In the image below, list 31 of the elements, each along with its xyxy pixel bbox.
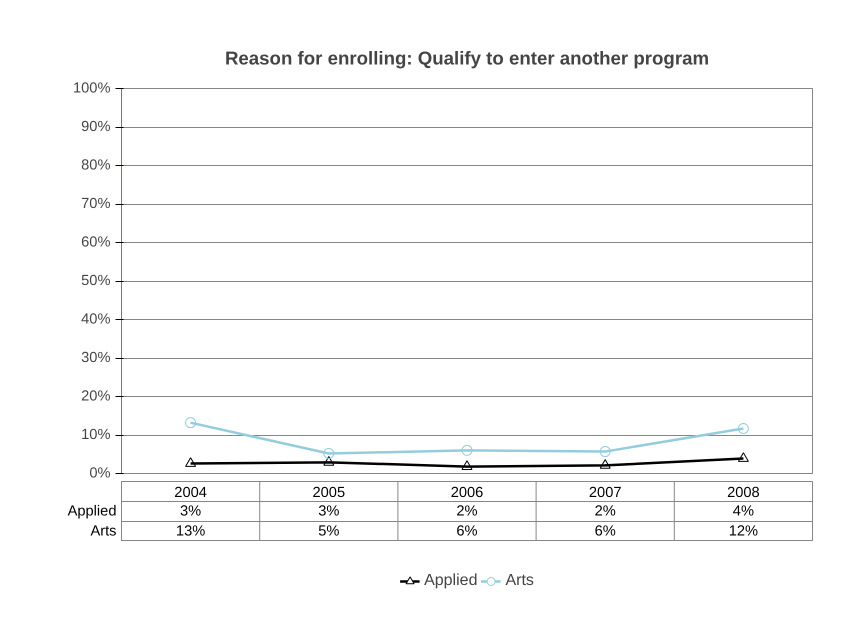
- y-tick-label: 10%: [81, 427, 111, 443]
- data-label: 6%: [456, 524, 478, 540]
- y-tick-label: 40%: [81, 312, 111, 328]
- text: Arts: [90, 524, 117, 540]
- data-label: 5%: [318, 524, 340, 540]
- data-label: 12%: [728, 524, 758, 540]
- data-label: 2%: [456, 504, 478, 520]
- y-tick-label: 70%: [81, 196, 111, 212]
- x-tick-label: 2005: [312, 485, 346, 501]
- x-tick-label: 2004: [174, 485, 207, 501]
- y-tick-label: 60%: [81, 234, 111, 250]
- data-label: 3%: [180, 504, 202, 520]
- data-label: 4%: [732, 504, 754, 520]
- y-tick-label: 100%: [73, 80, 111, 96]
- y-tick-label: 50%: [81, 273, 111, 289]
- data-label: 6%: [594, 524, 616, 540]
- x-tick-label: 2008: [727, 485, 760, 501]
- text: Applied: [68, 504, 117, 520]
- legend-label: Applied: [424, 572, 478, 590]
- data-label: 13%: [176, 524, 206, 540]
- y-tick-label: 80%: [81, 158, 111, 174]
- chart-title: Reason for enrolling: Qualify to enter another program: [224, 48, 710, 68]
- legend-label: Arts: [505, 572, 534, 590]
- y-tick-label: 0%: [89, 466, 111, 482]
- x-tick-label: 2006: [450, 485, 484, 501]
- data-label: 3%: [318, 504, 340, 520]
- y-tick-label: 20%: [81, 388, 111, 404]
- y-tick-label: 90%: [81, 119, 111, 135]
- x-tick-label: 2007: [588, 485, 622, 501]
- y-tick-label: 30%: [81, 350, 111, 366]
- data-label: 2%: [594, 504, 616, 520]
